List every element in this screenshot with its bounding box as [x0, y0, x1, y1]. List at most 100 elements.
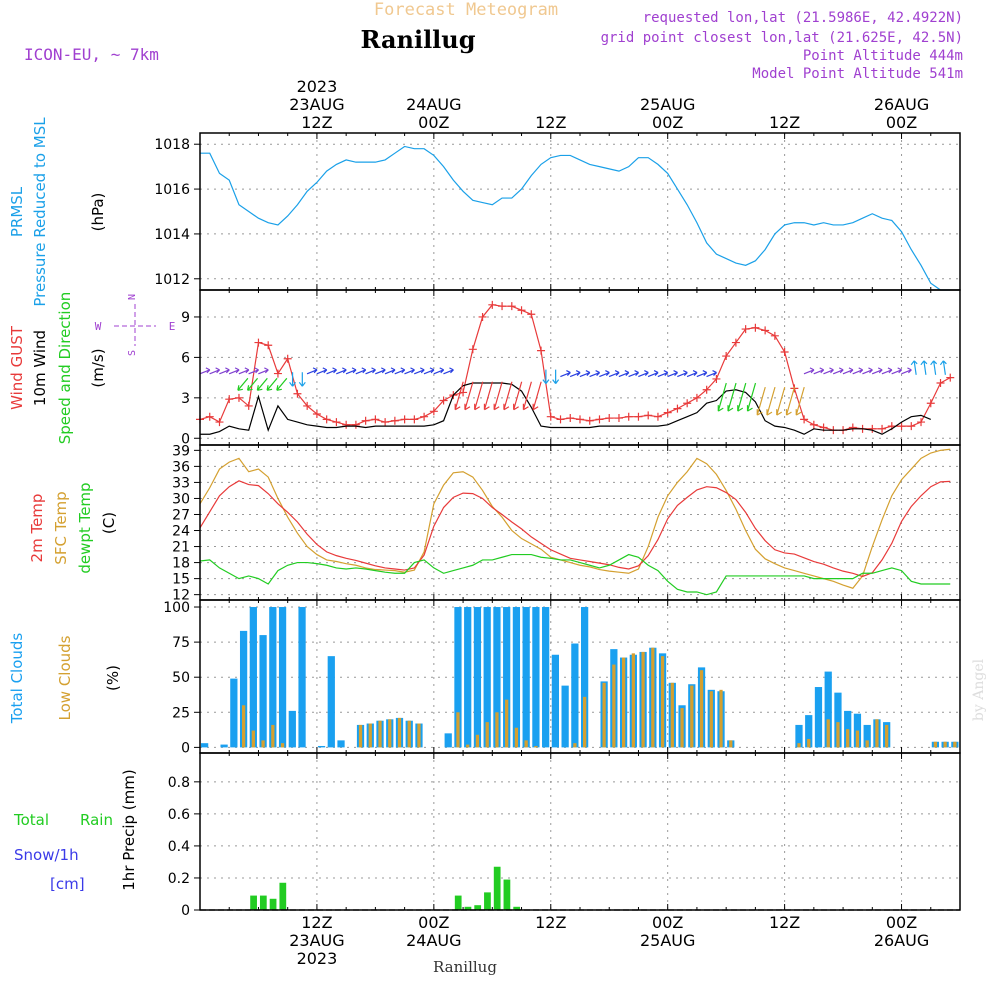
bottom-time-label: 2023 — [297, 949, 338, 968]
wind-direction-arrow — [599, 370, 610, 378]
wind-direction-arrow — [238, 367, 250, 375]
low-cloud-bar — [241, 705, 246, 748]
wind-direction-arrow — [677, 370, 688, 378]
total-cloud-bar — [834, 692, 842, 748]
y-tick-label: 30 — [172, 491, 190, 507]
gust-point — [780, 348, 789, 356]
panel-frame — [199, 444, 961, 601]
total-cloud-bar — [551, 654, 560, 748]
wind-direction-arrow — [483, 381, 494, 411]
credit-label: by Angel — [971, 658, 987, 721]
low-cloud-bar — [534, 745, 538, 748]
total-cloud-bar — [278, 607, 287, 748]
pressure-line — [200, 145, 951, 291]
y-tick-label: 0.2 — [168, 871, 190, 887]
wind-direction-arrow — [832, 367, 844, 375]
gust-point — [517, 306, 526, 315]
wind-direction-arrow — [727, 382, 737, 412]
gust-point — [634, 412, 643, 421]
wind-direction-arrow — [696, 370, 708, 378]
wind-direction-arrow — [306, 367, 318, 375]
total-cloud-bar — [814, 687, 823, 748]
gust-point — [712, 374, 721, 383]
y-tick-label: 50 — [172, 670, 190, 686]
low-cloud-bar — [797, 743, 801, 748]
wind-direction-arrow — [579, 370, 591, 378]
low-cloud-bar — [875, 719, 879, 748]
wind-direction-arrow — [298, 372, 306, 387]
low-cloud-bar — [280, 743, 285, 748]
y-tick-label: 15 — [172, 572, 190, 588]
gust-point — [770, 331, 779, 340]
total-cloud-bar — [288, 710, 296, 748]
grid-point-coords: grid point closest lon,lat (21.625E, 42.… — [601, 30, 963, 46]
wind-direction-arrow — [326, 367, 337, 375]
total-cloud-bar — [454, 607, 462, 748]
wind-direction-arrow — [881, 367, 893, 375]
bottom-time-label: 00Z — [418, 913, 449, 932]
wind-direction-arrow — [901, 367, 912, 375]
gust-point — [624, 412, 633, 421]
gust-point — [361, 416, 370, 425]
low-cloud-bar — [271, 724, 275, 748]
clouds-low-label: Low Clouds — [56, 635, 74, 720]
y-tick-label: 0.4 — [168, 839, 190, 855]
gust-point — [683, 399, 692, 408]
wind-direction-arrow — [237, 377, 249, 391]
rain-bar — [269, 898, 277, 910]
wind-direction-arrow — [717, 382, 727, 412]
panel-precip: 0.8 0.6 0.4 0.2 0 — [168, 753, 961, 919]
wind-direction-arrow — [871, 367, 883, 375]
low-cloud-bar — [641, 651, 645, 748]
low-cloud-bar — [251, 730, 255, 748]
total-cloud-bar — [473, 607, 482, 748]
wind-direction-arrow — [766, 386, 776, 416]
precip-total-label: Total — [13, 811, 49, 829]
gust-point — [663, 408, 672, 417]
y-tick-label: 18 — [172, 556, 190, 572]
dewpt-line — [199, 553, 951, 596]
gust-point — [692, 393, 701, 402]
bottom-time-label: 25AUG — [640, 931, 695, 950]
wind-direction-arrow — [414, 367, 425, 375]
wind-direction-arrow — [522, 381, 532, 411]
gust-point — [205, 412, 214, 421]
y-tick-label: 0 — [181, 431, 190, 447]
wind-direction-arrow — [785, 386, 796, 416]
wind-direction-arrow — [803, 367, 815, 375]
low-cloud-bar — [709, 691, 713, 748]
gust-point — [322, 415, 331, 424]
pressure-label-prmsl: PRMSL — [8, 186, 26, 237]
total-cloud-bar — [844, 710, 852, 748]
wind-direction-arrow — [513, 381, 523, 411]
wind-direction-arrow — [813, 367, 825, 375]
y-tick-label: 9 — [181, 310, 190, 326]
wind-direction-arrow — [423, 367, 435, 375]
gust-point — [644, 411, 653, 420]
wind-direction-arrow — [706, 370, 717, 378]
gust-point — [556, 415, 565, 424]
top-time-label: 25AUG — [640, 95, 695, 114]
gust-point — [400, 415, 409, 424]
y-tick-label: 75 — [172, 635, 190, 651]
gust-point — [936, 379, 945, 387]
total-cloud-bar — [298, 607, 306, 748]
top-time-label: 00Z — [418, 113, 449, 132]
total-cloud-bar — [532, 607, 540, 748]
wind-direction-arrow — [638, 370, 649, 378]
gust-point — [507, 302, 516, 311]
gust-line — [199, 304, 951, 431]
low-cloud-bar — [690, 685, 694, 748]
total-cloud-bar — [581, 607, 589, 748]
total-cloud-bar — [337, 740, 345, 748]
total-cloud-bar — [512, 607, 521, 748]
wind-direction-arrow — [503, 381, 513, 411]
rain-bar — [250, 895, 257, 910]
y-tick-label: 27 — [172, 507, 190, 523]
total-cloud-bar — [522, 607, 530, 748]
total-cloud-bar — [239, 630, 248, 748]
wind-direction-arrow — [336, 367, 347, 375]
wind-direction-arrow — [891, 367, 903, 375]
wind-direction-arrow — [560, 370, 571, 378]
point-altitude: Point Altitude 444m — [803, 48, 963, 64]
